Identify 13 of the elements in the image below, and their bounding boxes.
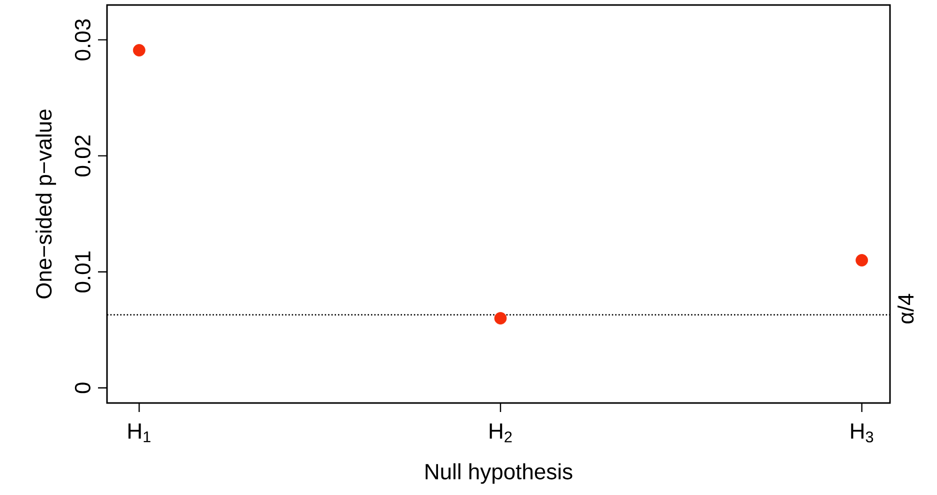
y-tick-label: 0.02 xyxy=(74,136,90,176)
point xyxy=(132,44,146,56)
y-axis-title: One−sided p−value xyxy=(36,110,56,298)
x-axis-title: Null hypothesis xyxy=(426,463,572,484)
y-tick-label: 0.01 xyxy=(74,252,90,292)
x-tick-label: H$_{1}$ xyxy=(128,424,150,442)
x-tick-label: H$_{3}$ xyxy=(851,424,874,442)
point xyxy=(856,254,868,266)
y-tick-label: 0.03 xyxy=(74,19,90,60)
ref-line-label: α/4 xyxy=(898,294,914,324)
x-tick-label: H$_{2}$ xyxy=(490,424,512,442)
point xyxy=(494,312,507,324)
y-tick-label: 0 xyxy=(74,382,90,394)
